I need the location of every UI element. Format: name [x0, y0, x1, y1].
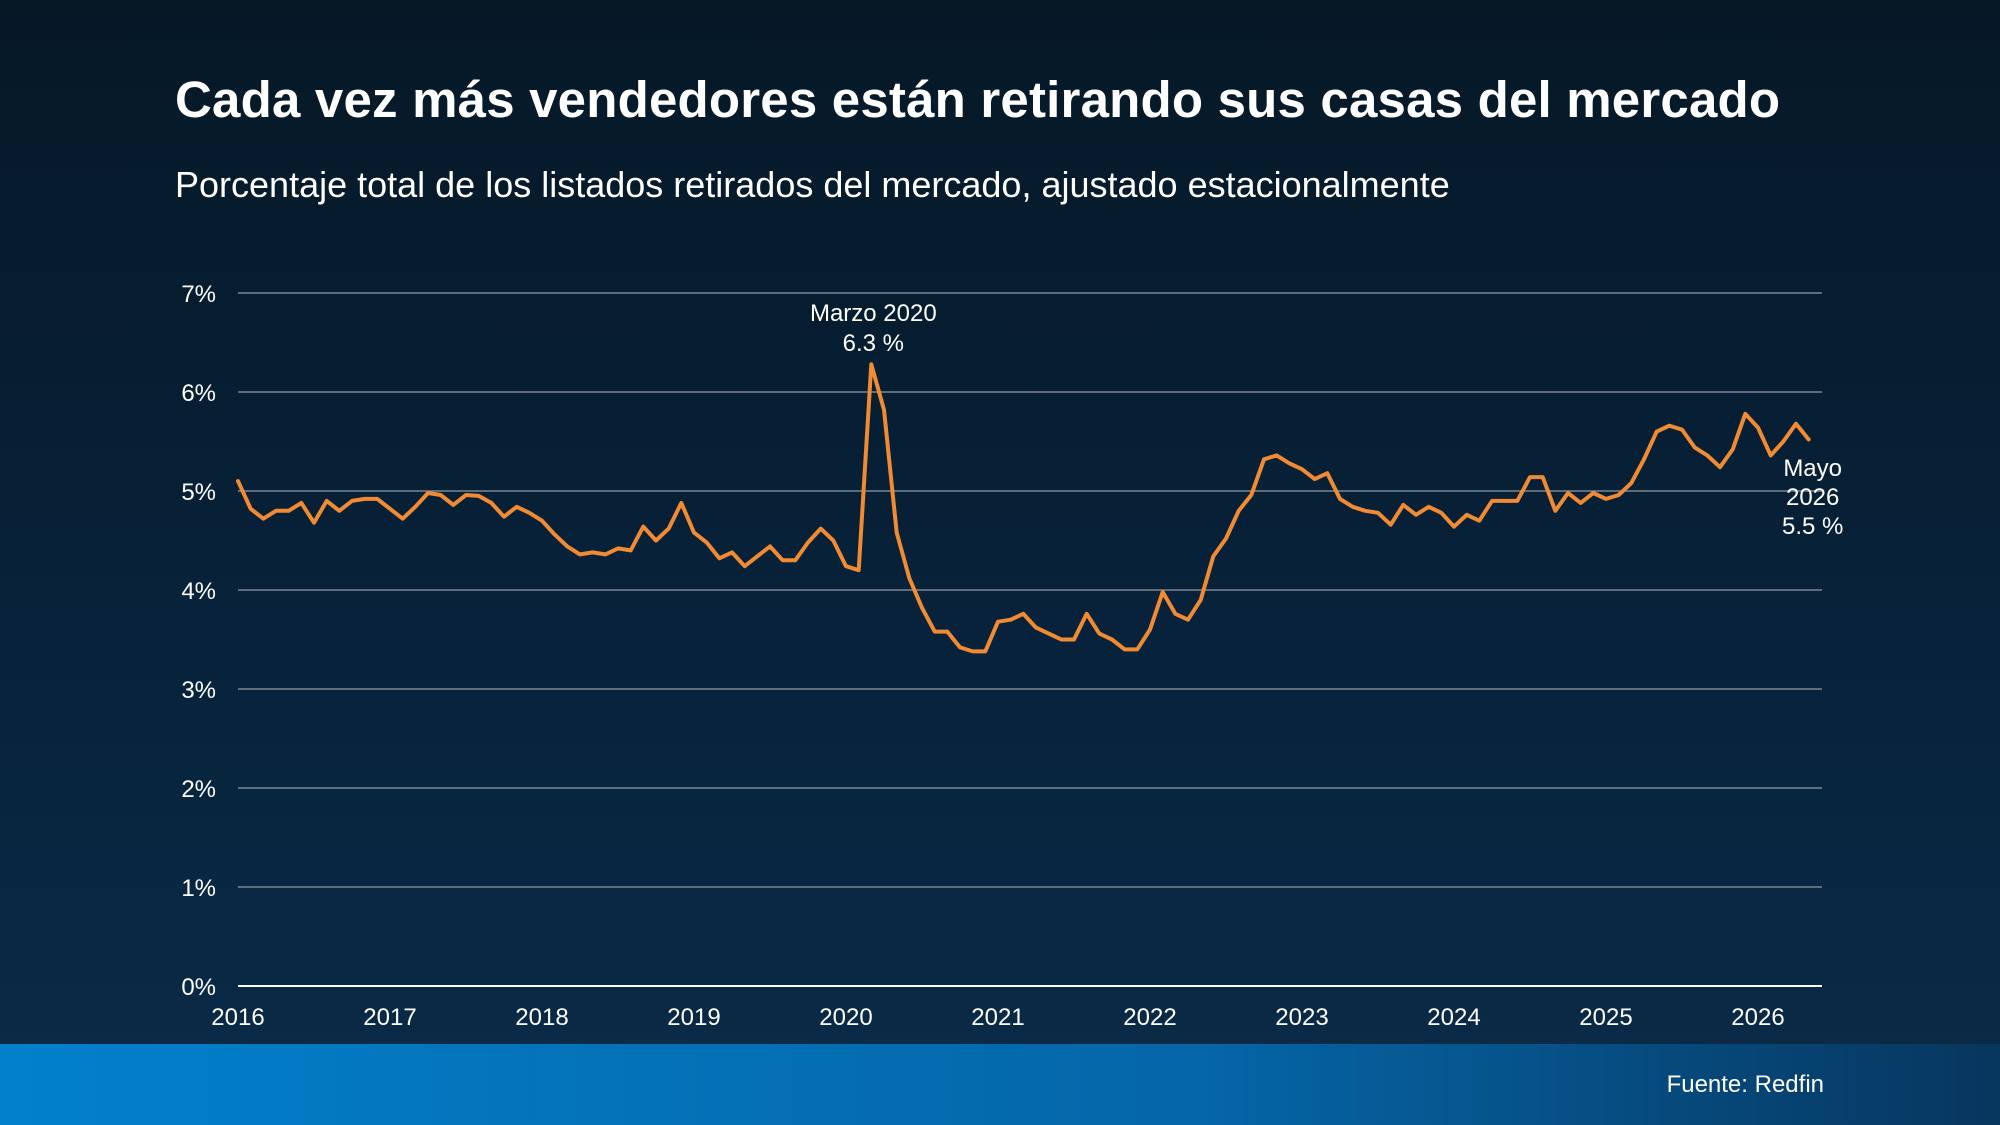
x-tick-label: 2023: [1275, 1004, 1328, 1031]
x-tick-label: 2021: [971, 1004, 1024, 1031]
annotation-latest-label: Mayo: [1783, 455, 1842, 482]
annotation-peak-label: 6.3 %: [843, 330, 904, 357]
x-tick-label: 2019: [667, 1004, 720, 1031]
y-tick-label: 7%: [181, 281, 216, 308]
line-chart: 0% 1% 2% 3% 4% 5% 6% 7% 2016 2017 2018 2019 2020 202…: [181, 281, 1843, 1031]
y-tick-label: 2%: [181, 776, 216, 803]
x-tick-label: 2018: [515, 1004, 568, 1031]
x-tick-label: 2020: [819, 1004, 872, 1031]
y-tick-label: 4%: [181, 578, 216, 605]
series-line-withdrawn-listings: [236, 362, 1811, 654]
y-tick-label: 0%: [181, 974, 216, 1001]
annotation-latest-label: 2026: [1786, 484, 1839, 511]
chart-title: Cada vez más vendedores están retirando …: [175, 71, 1781, 128]
x-tick-label: 2022: [1123, 1004, 1176, 1031]
y-tick-label: 5%: [181, 479, 216, 506]
y-tick-label: 1%: [181, 875, 216, 902]
x-tick-label: 2025: [1579, 1004, 1632, 1031]
footer-bar: Fuente: Redfin: [0, 1044, 2000, 1125]
chart-subtitle: Porcentaje total de los listados retirad…: [175, 164, 1450, 205]
y-tick-label: 6%: [181, 380, 216, 407]
x-tick-label: 2024: [1427, 1004, 1480, 1031]
x-tick-label: 2016: [211, 1004, 264, 1031]
y-tick-label: 3%: [181, 677, 216, 704]
source-label: Fuente: Redfin: [1666, 1071, 1824, 1098]
annotation-latest-label: 5.5 %: [1782, 513, 1843, 540]
y-axis-tick-labels: 0% 1% 2% 3% 4% 5% 6% 7%: [181, 281, 216, 1001]
x-tick-label: 2026: [1731, 1004, 1784, 1031]
x-tick-label: 2017: [363, 1004, 416, 1031]
x-axis-tick-labels: 2016 2017 2018 2019 2020 2021 2022 2023 2024 2025…: [211, 1004, 1784, 1031]
gridlines: [238, 292, 1822, 888]
annotation-peak-label: Marzo 2020: [810, 300, 937, 327]
